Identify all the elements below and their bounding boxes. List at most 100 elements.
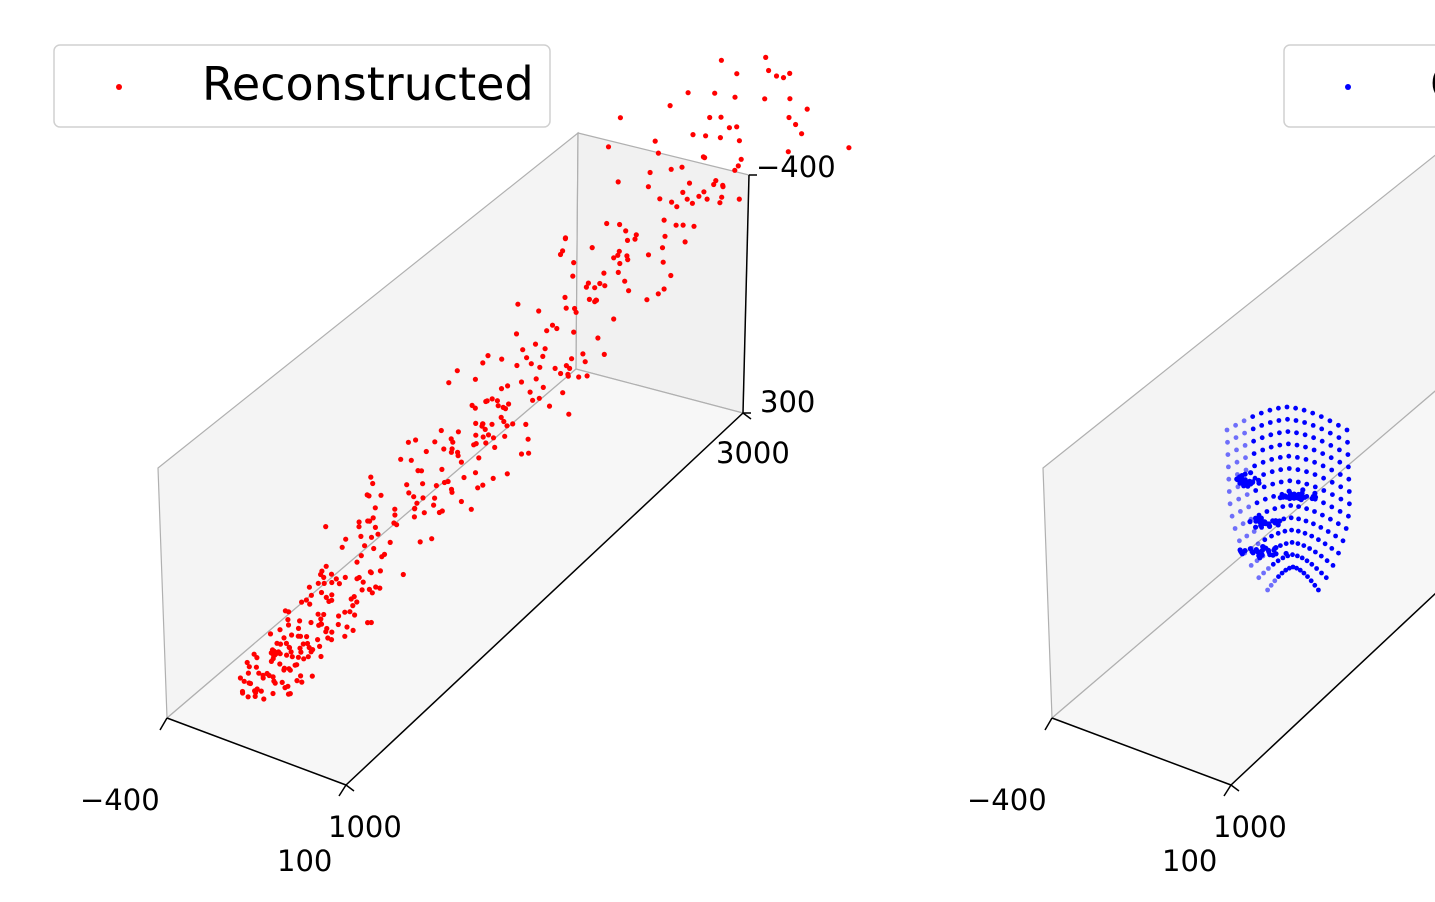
scatter-point (1320, 512, 1325, 518)
scatter-point (1258, 552, 1265, 558)
scatter-point (299, 599, 305, 605)
x-tick-mark (159, 717, 168, 731)
scatter-point (793, 121, 799, 128)
scatter-point (1296, 516, 1301, 522)
scatter-point (303, 597, 309, 603)
scatter-point (1343, 526, 1349, 531)
scatter-point (286, 609, 292, 615)
scatter-point (1275, 558, 1281, 564)
scatter-point (1251, 529, 1257, 534)
scatter-point (305, 654, 311, 660)
scatter-point (580, 351, 586, 357)
scatter-point (537, 364, 543, 370)
scatter-point (1316, 537, 1321, 543)
z-tick-label-max: 300 (760, 385, 815, 419)
scatter-point (799, 131, 805, 137)
scatter-point (732, 167, 738, 173)
scatter-point (285, 617, 291, 623)
scatter-point (348, 596, 354, 602)
scatter-point (1294, 565, 1299, 571)
scatter-point (787, 96, 793, 102)
scatter-point (1311, 447, 1317, 453)
scatter-point (785, 149, 791, 155)
scatter-point (736, 196, 742, 202)
scatter-point (1296, 504, 1301, 509)
scatter-point (1250, 550, 1256, 556)
scatter-point (734, 124, 740, 130)
scatter-point (318, 621, 325, 627)
scatter-point (1258, 522, 1264, 529)
scatter-point (1286, 441, 1291, 447)
scatter-point (787, 70, 793, 76)
scatter-point (1314, 566, 1319, 571)
scatter-point (615, 179, 621, 185)
scatter-point (1259, 435, 1265, 441)
scatter-point (1337, 472, 1343, 477)
scatter-point (1239, 473, 1245, 479)
scatter-point (476, 455, 482, 461)
scatter-point (615, 269, 621, 275)
scatter-point (417, 539, 423, 545)
scatter-point (288, 649, 294, 655)
scatter-point (549, 322, 556, 328)
scatter-point (258, 688, 264, 694)
scatter-points-original (1224, 404, 1352, 593)
scatter-point (1233, 435, 1239, 440)
scatter-point (1328, 455, 1334, 461)
scatter-point (1244, 492, 1250, 497)
scatter-point (494, 398, 500, 404)
scatter-point (261, 696, 267, 702)
scatter-point (1277, 495, 1283, 501)
scatter-point (1318, 525, 1324, 530)
scatter-point (736, 138, 743, 144)
scatter-point (485, 432, 492, 438)
scatter-point (1320, 451, 1326, 456)
x-tick-label-max: 100 (277, 844, 332, 878)
scatter-point (269, 647, 276, 653)
scatter-point (1246, 504, 1252, 510)
y-axis-line (1230, 592, 1435, 786)
scatter-point (1295, 479, 1301, 485)
scatter-point (1278, 543, 1283, 548)
scatter-point (766, 67, 772, 74)
scatter-point (1276, 518, 1283, 524)
scatter-point (347, 609, 353, 615)
scatter-point (674, 204, 680, 210)
scatter-point (528, 361, 534, 367)
scatter-point (433, 483, 439, 489)
scatter-point (1319, 426, 1325, 432)
scatter-point (498, 386, 505, 392)
scatter-point (1261, 472, 1266, 477)
scatter-point (439, 508, 445, 514)
scatter-point (449, 446, 455, 452)
scatter-point (726, 125, 733, 131)
scatter-point (626, 288, 632, 294)
scatter-point (1303, 444, 1308, 450)
scatter-point (1251, 438, 1256, 444)
y-tick-mark (345, 784, 355, 792)
scatter-point (1312, 472, 1318, 477)
scatter-point (1225, 439, 1230, 445)
scatter-point (387, 539, 393, 546)
scatter-point (458, 498, 464, 505)
scatter-point (1260, 459, 1266, 465)
scatter-point (1294, 442, 1300, 448)
scatter-point (1276, 405, 1281, 411)
scatter-point (289, 654, 295, 660)
scatter-point (1261, 484, 1267, 490)
scatter-point (1338, 496, 1344, 502)
scatter-point (308, 592, 314, 598)
scatter-point (1323, 575, 1329, 581)
scatter-point (1227, 501, 1233, 507)
scatter-point (669, 199, 675, 205)
scatter-point (563, 305, 569, 311)
scatter-point (1242, 430, 1247, 436)
scatter-point (1313, 549, 1318, 555)
scatter-point (1333, 533, 1338, 539)
scatter-point (1283, 494, 1290, 500)
scatter-point (562, 294, 568, 300)
scatter-point (1295, 467, 1301, 473)
scatter-point (1321, 475, 1326, 481)
scatter-point (277, 661, 283, 667)
scatter-point (318, 589, 325, 596)
